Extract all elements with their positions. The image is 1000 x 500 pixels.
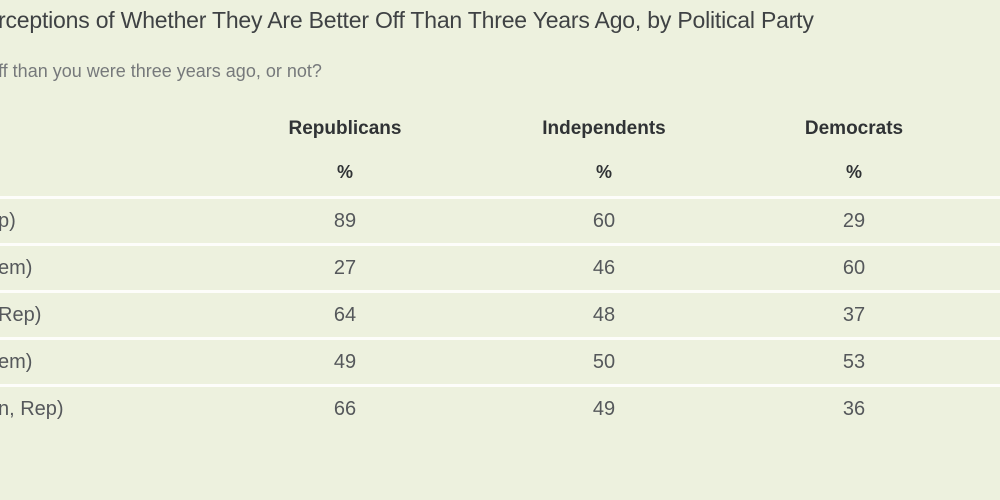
column-header: Republicans [288, 118, 402, 139]
data-value: 37 [842, 303, 866, 326]
page-title: rceptions of Whether They Are Better Off… [0, 7, 814, 33]
row-label: em) [0, 256, 33, 279]
column-header-row: Republicans Independents Democrats [0, 109, 1000, 149]
row-label: em) [0, 350, 33, 373]
row-label: Rep) [0, 303, 42, 326]
row-label: n, Rep) [0, 397, 64, 420]
data-value: 48 [592, 303, 616, 326]
table-row: em) 49 50 53 [0, 337, 1000, 384]
unit-symbol: % [336, 162, 353, 182]
survey-question-subtitle: ff than you were three years ago, or not… [0, 61, 322, 81]
table-row: em) 27 46 60 [0, 243, 1000, 290]
data-value: 66 [333, 397, 357, 420]
column-header: Independents [542, 118, 666, 139]
table-row: n, Rep) 66 49 36 [0, 384, 1000, 431]
unit-symbol: % [845, 162, 862, 182]
table-row: Rep) 64 48 37 [0, 290, 1000, 337]
data-value: 50 [592, 350, 616, 373]
unit-symbol: % [595, 162, 612, 182]
table-body: p) 89 60 29 em) 27 46 60 Rep) 64 48 37 em) 49 50 53 n, R… [0, 196, 1000, 431]
data-value: 49 [333, 350, 357, 373]
data-value: 60 [592, 209, 616, 232]
data-value: 89 [333, 209, 357, 232]
data-value: 46 [592, 256, 616, 279]
data-value: 29 [842, 209, 866, 232]
data-value: 60 [842, 256, 866, 279]
table-row: p) 89 60 29 [0, 196, 1000, 243]
data-value: 27 [333, 256, 357, 279]
data-value: 64 [333, 303, 357, 326]
data-value: 36 [842, 397, 866, 420]
data-value: 49 [592, 397, 616, 420]
unit-row: %%% [0, 149, 1000, 196]
column-header: Democrats [804, 118, 904, 139]
data-value: 53 [842, 350, 866, 373]
row-label: p) [0, 209, 16, 232]
party-results-table: Republicans Independents Democrats %%% p) 8… [0, 109, 1000, 431]
